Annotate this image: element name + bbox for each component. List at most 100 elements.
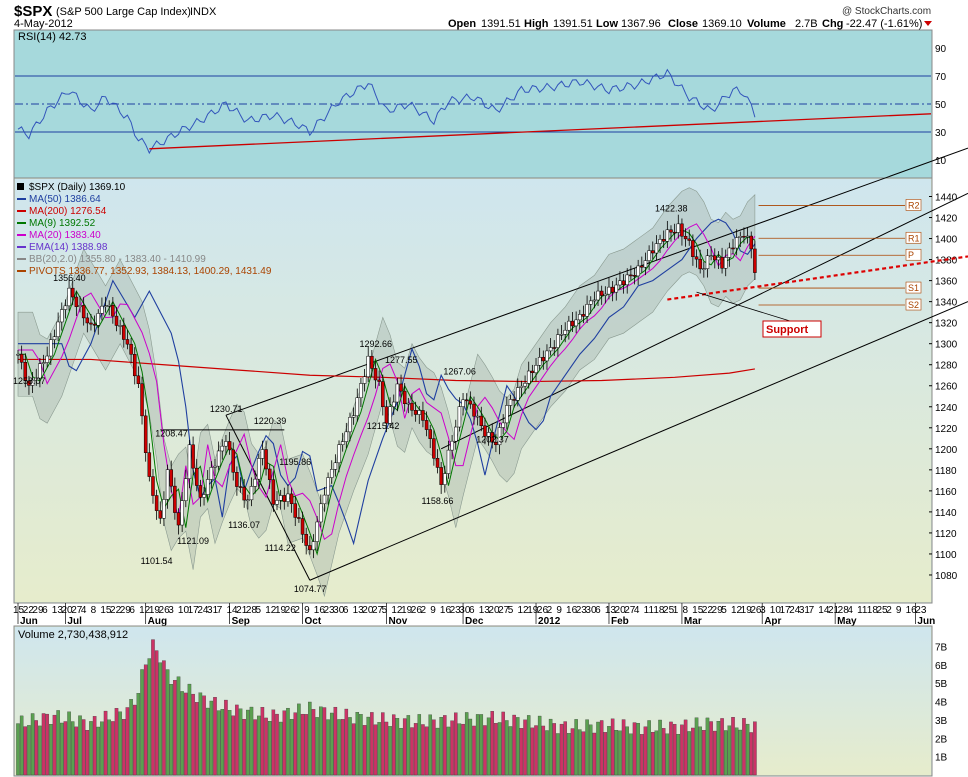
x-day-label: 19 <box>401 605 413 616</box>
volume-bar <box>486 717 491 776</box>
price-point-label: 1202.37 <box>476 435 509 445</box>
x-day-label: 14 <box>226 605 238 616</box>
legend-entry: MA(9) 1392.52 <box>29 218 96 229</box>
volume-bar <box>391 714 396 776</box>
volume-bar <box>599 720 604 776</box>
support-trendline <box>667 255 968 301</box>
candle-body <box>588 300 593 305</box>
x-day-label: 16 <box>906 605 918 616</box>
volume-bar <box>413 723 418 776</box>
price-tick-label: 1120 <box>935 529 957 540</box>
chart-date: 4-May-2012 <box>14 18 73 30</box>
volume-bar <box>107 719 111 776</box>
channel-mid-line <box>440 192 968 450</box>
volume-bar <box>596 721 600 776</box>
x-month-label: Sep <box>232 616 250 627</box>
candle-body <box>337 444 341 464</box>
volume-bar <box>567 733 571 776</box>
price-point-label: 1136.07 <box>228 520 260 530</box>
volume-bar <box>647 720 651 776</box>
volume-bar <box>537 715 542 776</box>
volume-bar <box>709 721 713 776</box>
volume-bar <box>505 720 509 776</box>
x-month-label: Oct <box>305 616 322 627</box>
candle-body <box>125 339 130 345</box>
candle-body <box>45 355 49 363</box>
pivot-label: R1 <box>908 233 920 243</box>
volume-bar <box>625 726 629 776</box>
x-day-label: 2 <box>547 605 553 616</box>
price-point-label: 1158.66 <box>422 496 454 506</box>
volume-value: 2.7B <box>795 18 818 30</box>
candle-body <box>435 458 440 468</box>
candle-body <box>300 518 305 535</box>
candle-body <box>122 325 126 340</box>
candle-body <box>687 238 691 241</box>
candle-body <box>742 236 746 238</box>
volume-bar <box>242 718 246 776</box>
volume-bar <box>592 732 597 776</box>
x-day-label: 16 <box>566 605 578 616</box>
rsi-axis: 90 70 50 30 10 <box>935 44 947 167</box>
candle-body <box>370 355 374 369</box>
ma20-line <box>18 223 756 541</box>
price-tick-label: 1240 <box>935 403 958 414</box>
candle-body <box>235 472 239 487</box>
volume-bar <box>344 708 349 776</box>
rsi-label: RSI(14) 42.73 <box>18 31 86 43</box>
volume-bar <box>176 676 181 776</box>
x-day-label: 29 <box>32 605 44 616</box>
candle-body <box>516 387 520 401</box>
volume-bar <box>205 707 210 776</box>
rsi-tick-label: 50 <box>935 100 947 111</box>
candle-body <box>534 364 538 373</box>
volume-bar <box>114 708 119 776</box>
volume-bar <box>669 721 673 776</box>
volume-bar <box>716 721 721 776</box>
volume-bar <box>264 717 268 776</box>
volume-bar <box>333 706 338 776</box>
price-point-label: 1074.77 <box>294 584 327 594</box>
price-tick-label: 1440 <box>935 193 958 204</box>
volume-bar <box>103 710 108 776</box>
x-day-label: 31 <box>799 605 811 616</box>
candle-body <box>727 247 732 258</box>
volume-bar <box>687 731 691 776</box>
candle-body <box>705 255 710 269</box>
volume-bar <box>23 726 28 776</box>
candle-body <box>713 255 717 261</box>
high-value: 1391.51 <box>553 18 593 30</box>
volume-bar <box>370 712 374 776</box>
price-tick-label: 1200 <box>935 445 958 456</box>
candle-body <box>439 467 443 485</box>
price-point-label: 1215.42 <box>367 421 400 431</box>
volume-bar <box>731 717 735 776</box>
volume-bars <box>16 639 757 776</box>
candle-body <box>30 379 35 386</box>
volume-bar <box>216 710 221 776</box>
volume-bar <box>399 727 403 776</box>
volume-bar <box>691 727 695 776</box>
candle-body <box>348 417 352 433</box>
volume-bar <box>702 730 706 776</box>
volume-bar <box>45 713 49 776</box>
volume-bar <box>147 658 152 776</box>
volume-bar <box>169 684 173 776</box>
x-month-label: Apr <box>764 616 781 627</box>
candle-body <box>92 323 97 326</box>
candle-body <box>209 467 214 480</box>
candle-body <box>81 305 86 319</box>
volume-bar <box>129 699 133 776</box>
candle-body <box>89 322 93 325</box>
x-month-label: May <box>837 616 857 627</box>
volume-bar <box>238 708 243 776</box>
candle-body <box>158 510 163 519</box>
candle-body <box>253 478 257 487</box>
x-day-label: 25 <box>663 605 675 616</box>
candle-body <box>709 255 713 257</box>
volume-bar <box>570 728 575 776</box>
candle-body <box>297 517 301 519</box>
x-day-label: 28 <box>246 605 258 616</box>
volume-bar <box>304 714 308 776</box>
x-day-label: 6 <box>595 605 601 616</box>
